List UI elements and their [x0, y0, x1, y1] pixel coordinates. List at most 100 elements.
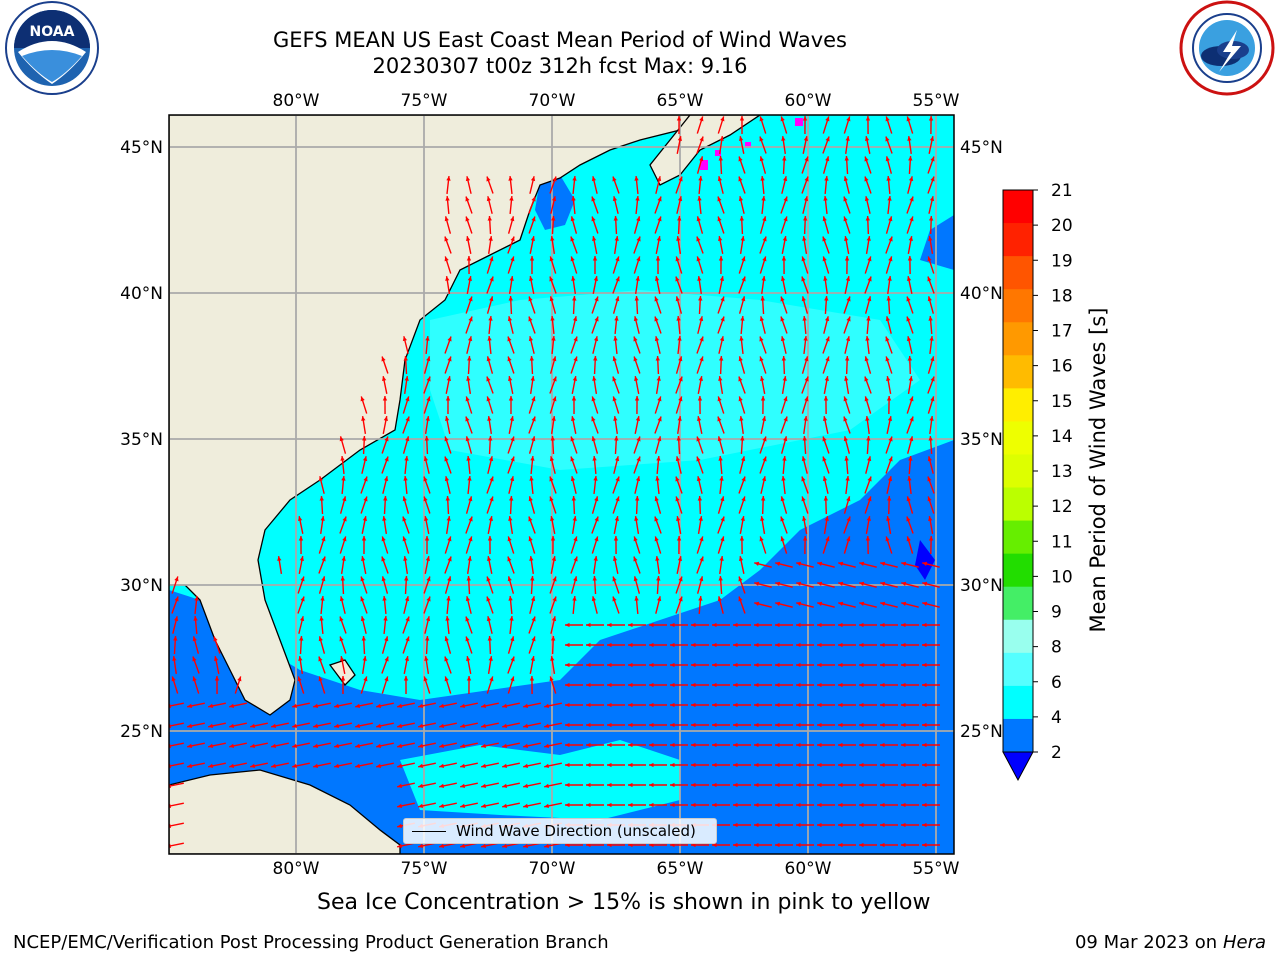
wind-wave-arrow	[880, 782, 898, 788]
wind-wave-arrow	[313, 722, 331, 729]
wind-wave-arrow	[466, 656, 472, 674]
wind-wave-arrow	[843, 436, 851, 454]
wind-wave-arrow	[696, 236, 704, 254]
wind-wave-arrow	[859, 642, 877, 648]
wind-wave-arrow	[628, 662, 646, 668]
wind-wave-arrow	[817, 642, 835, 648]
wind-wave-arrow	[859, 822, 877, 828]
wind-wave-arrow	[844, 276, 851, 294]
wind-wave-arrow	[229, 722, 247, 729]
nws-seal-icon	[1175, 0, 1279, 100]
wind-wave-arrow	[775, 581, 793, 588]
wind-wave-arrow	[822, 416, 829, 434]
wind-wave-arrow	[759, 336, 767, 354]
wind-wave-arrow	[465, 616, 473, 634]
wind-wave-arrow	[465, 436, 473, 454]
wind-wave-arrow	[717, 436, 725, 454]
wind-wave-arrow	[654, 336, 661, 354]
wind-wave-arrow	[544, 762, 562, 769]
colorbar-tick-label: 18	[1051, 286, 1073, 306]
wind-wave-arrow	[759, 356, 767, 374]
wind-wave-arrow	[544, 702, 562, 709]
wind-wave-arrow	[760, 416, 767, 434]
wind-wave-arrow	[571, 495, 576, 515]
wind-wave-arrow	[859, 622, 877, 628]
wind-wave-arrow	[901, 762, 919, 768]
wind-wave-arrow	[887, 275, 892, 295]
wind-wave-arrow	[780, 336, 787, 354]
wind-wave-arrow	[676, 556, 683, 574]
wind-wave-arrow	[822, 156, 830, 174]
wind-wave-arrow	[780, 196, 788, 214]
wind-wave-arrow	[696, 216, 704, 234]
wind-wave-arrow	[319, 495, 324, 515]
wind-wave-arrow	[571, 376, 578, 394]
wind-wave-arrow	[838, 662, 856, 668]
wind-wave-arrow	[906, 116, 914, 134]
wind-wave-arrow	[865, 516, 871, 534]
wind-wave-arrow	[381, 576, 389, 594]
wind-wave-arrow	[549, 296, 557, 314]
wind-wave-arrow	[340, 575, 345, 595]
wind-wave-arrow	[649, 722, 667, 728]
wind-wave-arrow	[550, 616, 557, 634]
wind-wave-arrow	[880, 822, 898, 828]
wind-wave-arrow	[901, 561, 919, 568]
wind-wave-arrow	[508, 595, 513, 615]
wind-wave-arrow	[486, 596, 494, 614]
wind-wave-arrow	[754, 662, 772, 668]
wind-wave-arrow	[465, 236, 472, 254]
wind-wave-arrow	[759, 456, 767, 474]
wind-wave-arrow	[717, 296, 725, 314]
wind-wave-arrow	[502, 782, 520, 789]
wind-wave-arrow	[801, 476, 809, 494]
wind-wave-arrow	[460, 722, 478, 729]
colorbar-tick-label: 4	[1051, 708, 1062, 728]
wind-wave-arrow	[550, 435, 555, 455]
wind-wave-arrow	[906, 216, 914, 234]
wind-wave-arrow	[654, 396, 662, 414]
wind-wave-arrow	[486, 356, 494, 374]
wind-wave-arrow	[591, 596, 598, 614]
wind-wave-arrow	[444, 356, 452, 374]
wind-wave-arrow	[843, 216, 851, 234]
wind-wave-arrow	[675, 576, 683, 594]
wind-wave-arrow	[423, 376, 431, 394]
wind-wave-arrow	[864, 356, 872, 374]
wind-wave-arrow	[801, 276, 809, 294]
wind-wave-arrow	[423, 516, 430, 534]
wind-wave-arrow	[634, 516, 640, 534]
wind-wave-arrow	[445, 395, 451, 415]
wind-wave-arrow	[444, 216, 452, 234]
lat-tick-left: 30°N	[120, 576, 163, 596]
wind-wave-arrow	[906, 196, 914, 214]
wind-wave-arrow	[822, 536, 830, 554]
wind-wave-arrow	[466, 555, 472, 575]
wind-wave-arrow	[738, 256, 746, 274]
wind-wave-arrow	[586, 722, 604, 728]
wind-wave-arrow	[718, 236, 724, 254]
wind-wave-arrow	[880, 622, 898, 628]
lon-tick-bottom: 75°W	[401, 859, 448, 879]
wind-wave-arrow	[187, 722, 205, 729]
wind-wave-arrow	[739, 236, 745, 254]
wind-wave-arrow	[607, 642, 625, 648]
wind-wave-arrow	[775, 762, 793, 768]
wind-wave-arrow	[796, 702, 814, 708]
wind-wave-arrow	[549, 476, 557, 494]
wind-wave-arrow	[529, 555, 535, 575]
wind-wave-arrow	[859, 581, 877, 588]
wind-wave-arrow	[655, 255, 661, 275]
field-zone-mid	[400, 740, 680, 820]
wind-wave-arrow	[649, 662, 667, 668]
wind-wave-arrow	[508, 275, 514, 295]
wind-wave-arrow	[927, 156, 935, 174]
wind-wave-arrow	[885, 336, 893, 354]
wind-wave-arrow	[397, 722, 415, 729]
wind-wave-arrow	[633, 356, 641, 374]
wind-wave-arrow	[402, 536, 410, 554]
wind-wave-arrow	[486, 616, 493, 634]
wind-wave-arrow	[928, 535, 934, 555]
wind-wave-arrow	[481, 782, 499, 789]
wind-wave-arrow	[676, 235, 682, 255]
